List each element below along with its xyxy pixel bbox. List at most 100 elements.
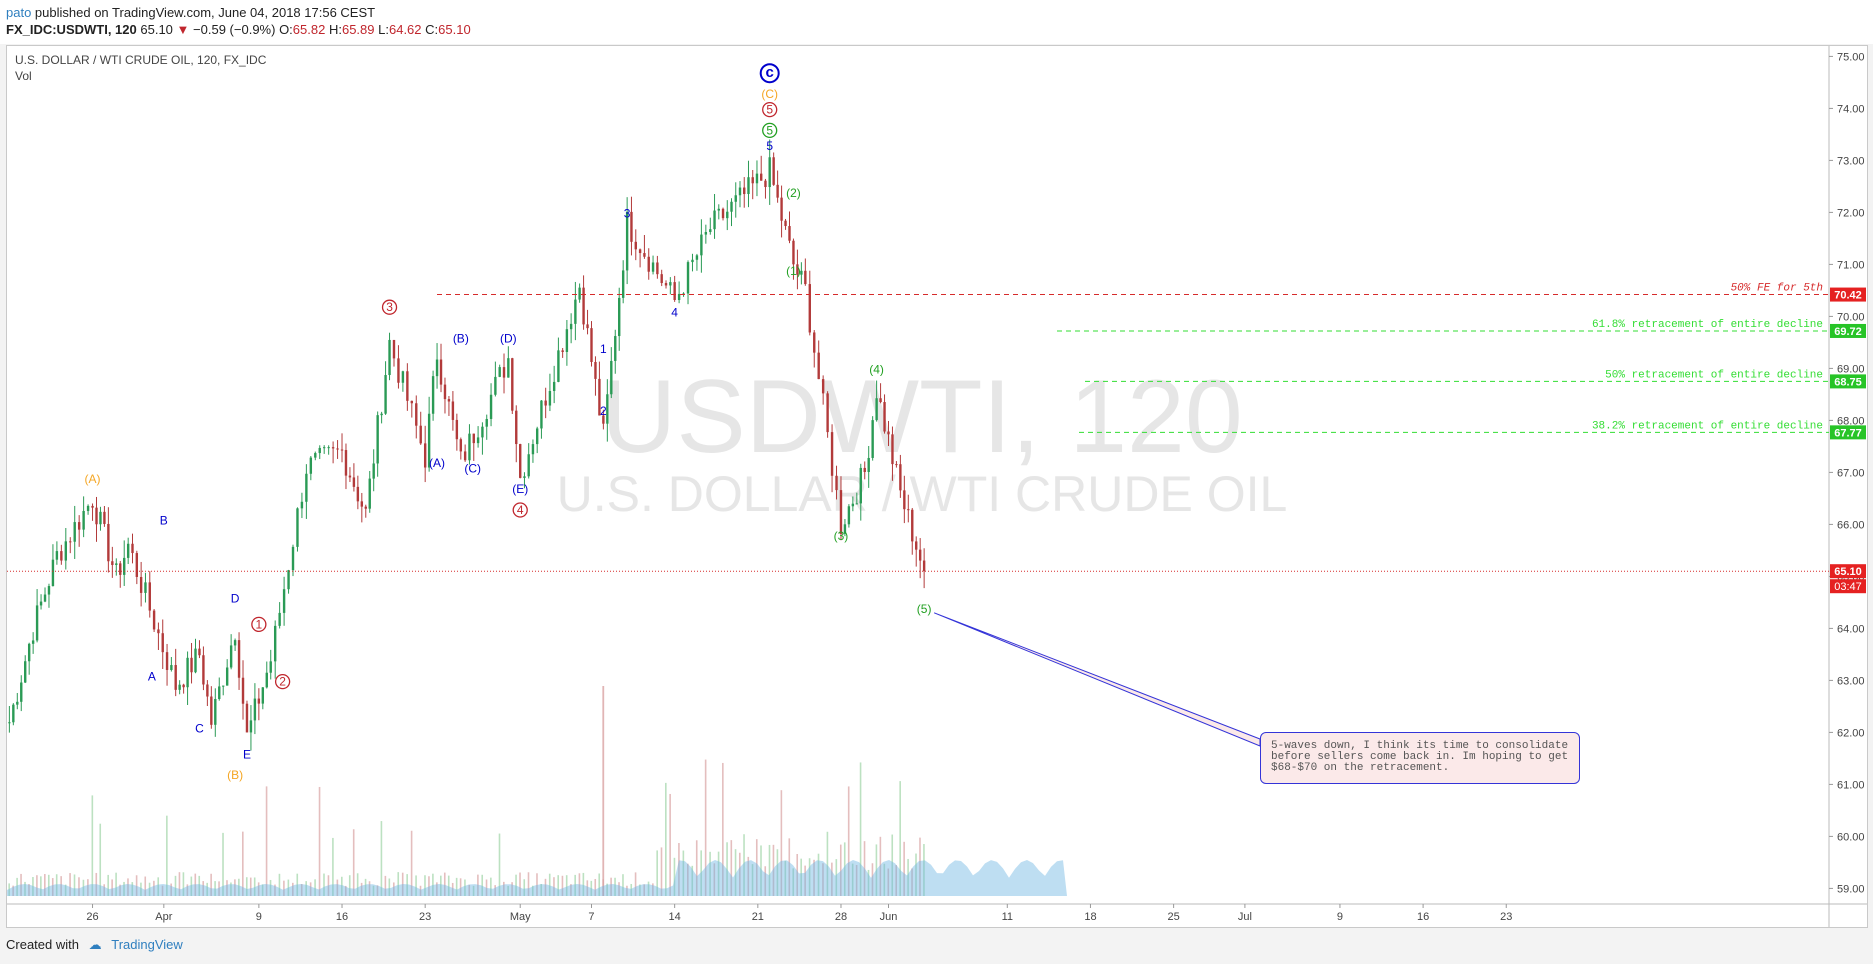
volume-bar — [760, 845, 762, 896]
time-tick-label: 21 — [752, 911, 764, 923]
volume-bar — [170, 883, 172, 896]
candle-body — [843, 524, 847, 534]
volume-bar — [157, 877, 160, 896]
candle-body — [686, 262, 690, 294]
candle-body — [764, 180, 767, 188]
callout-pointer — [933, 612, 1261, 747]
volume-bar — [131, 882, 134, 896]
candle-body — [300, 501, 304, 509]
candle-body — [447, 399, 451, 402]
candle-body — [535, 428, 539, 445]
author-link[interactable]: pato — [6, 5, 32, 20]
volume-bar — [341, 876, 343, 896]
volume-bar — [292, 882, 294, 896]
candle-body — [887, 431, 890, 435]
volume-bar — [364, 878, 367, 896]
volume-bar — [570, 884, 572, 896]
wave-label-circle — [512, 502, 528, 518]
volume-bar — [582, 872, 585, 896]
volume-bar — [700, 850, 702, 896]
candle-body — [586, 324, 589, 329]
candle-body — [336, 448, 339, 450]
volume-bar — [283, 880, 285, 896]
wave-label: (B) — [453, 331, 469, 345]
watermark-symbol: USDWTI, 120 — [601, 359, 1242, 475]
volume-bar — [855, 865, 858, 896]
price-tick-label: 59.00 — [1837, 883, 1865, 895]
volume-bar — [553, 877, 555, 896]
candle-body — [673, 282, 676, 300]
volume-bar — [274, 884, 276, 896]
candle-body — [309, 457, 313, 474]
candle-body — [634, 241, 637, 250]
volume-bar — [127, 878, 129, 896]
candle-body — [392, 339, 396, 359]
candle-body — [218, 686, 221, 699]
volume-bar — [817, 853, 820, 896]
wave-label: E — [243, 747, 251, 761]
wave-label-circle — [251, 616, 267, 633]
volume-bar — [352, 829, 355, 896]
candle-body — [410, 400, 414, 404]
price-tick-label: 64.00 — [1837, 623, 1865, 635]
candle-body — [903, 490, 906, 510]
tradingview-link[interactable]: TradingView — [111, 937, 183, 952]
wave-label-circle — [381, 299, 398, 315]
chart-panel[interactable]: USDWTI, 120 U.S. DOLLAR / WTI CRUDE OIL 75… — [6, 45, 1868, 928]
chart-legend: U.S. DOLLAR / WTI CRUDE OIL, 120, FX_IDC… — [15, 52, 266, 84]
candle-body — [282, 589, 286, 613]
wave-label-circle — [762, 101, 778, 118]
candle-body — [82, 510, 85, 530]
candle-body — [760, 173, 763, 181]
wave-label: 3 — [386, 300, 393, 314]
candle-body — [69, 541, 72, 543]
time-tick-label: 16 — [1417, 911, 1429, 923]
candle-body — [165, 652, 169, 670]
tradingview-logo-icon[interactable]: ☁ — [88, 937, 102, 952]
candle-body — [225, 667, 229, 686]
price-tick-label: 66.00 — [1837, 519, 1865, 531]
legend-title: U.S. DOLLAR / WTI CRUDE OIL, 120, FX_IDC — [15, 53, 267, 67]
volume-bar — [269, 879, 272, 896]
volume-bar — [135, 875, 138, 896]
candle-body — [64, 541, 68, 561]
volume-bar — [669, 793, 671, 896]
candle-body — [709, 229, 712, 233]
candle-body — [489, 394, 493, 419]
volume-bar — [519, 872, 521, 896]
candle-body — [682, 293, 685, 295]
volume-bar — [713, 863, 716, 896]
volume-bar — [481, 874, 484, 896]
volume-bar — [784, 860, 787, 896]
volume-bar — [822, 863, 824, 896]
volume-bar — [455, 877, 458, 896]
comment-callout[interactable]: 5-waves down, I think its time to consol… — [1260, 732, 1580, 784]
level-price-tag-text: 70.42 — [1834, 290, 1862, 302]
price-tick-label: 75.00 — [1837, 51, 1865, 63]
candle-body — [498, 367, 501, 377]
wave-label-circle — [762, 122, 778, 139]
candle-body — [677, 293, 681, 300]
volume-bar — [440, 875, 442, 896]
candle-body — [582, 287, 585, 325]
candle-body — [427, 413, 431, 468]
candle-body — [621, 270, 625, 298]
volume-bar — [406, 874, 408, 896]
candle-body — [443, 384, 447, 400]
candle-body — [606, 394, 609, 424]
volume-bar — [428, 876, 430, 896]
volume-bar — [507, 885, 509, 896]
volume-bar — [923, 844, 925, 896]
time-tick-label: 23 — [1500, 911, 1512, 923]
volume-bar — [278, 873, 281, 896]
volume-bar — [594, 878, 597, 896]
candle-body — [103, 511, 106, 524]
volume-bar — [511, 882, 513, 896]
candle-body — [406, 371, 409, 401]
level-price-tag-text: 69.72 — [1834, 326, 1862, 338]
wave-label: (D) — [500, 331, 517, 345]
wave-label: (C) — [464, 461, 481, 475]
wave-label: 5 — [766, 123, 773, 137]
price-tick-label: 61.00 — [1837, 779, 1865, 791]
